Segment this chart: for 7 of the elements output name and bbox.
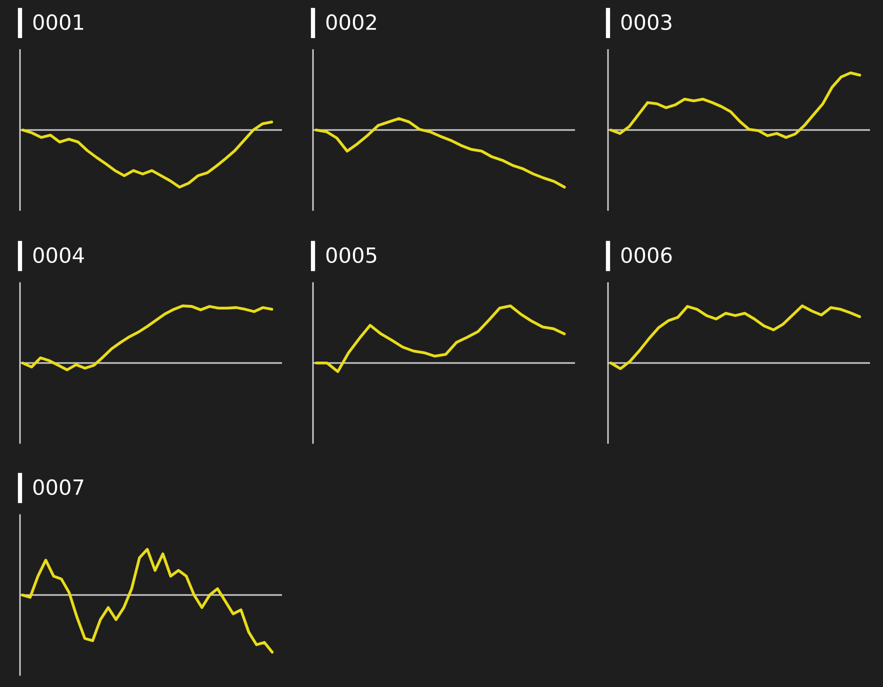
chart-title: 0004 xyxy=(33,247,84,264)
chart-title: 0007 xyxy=(33,479,84,496)
chart-title: 0001 xyxy=(33,14,84,30)
chart-title: 0005 xyxy=(326,247,376,264)
chart-title: 0002 xyxy=(326,14,376,30)
chart-title: 0003 xyxy=(621,14,672,30)
chart-title: 0006 xyxy=(621,247,672,264)
